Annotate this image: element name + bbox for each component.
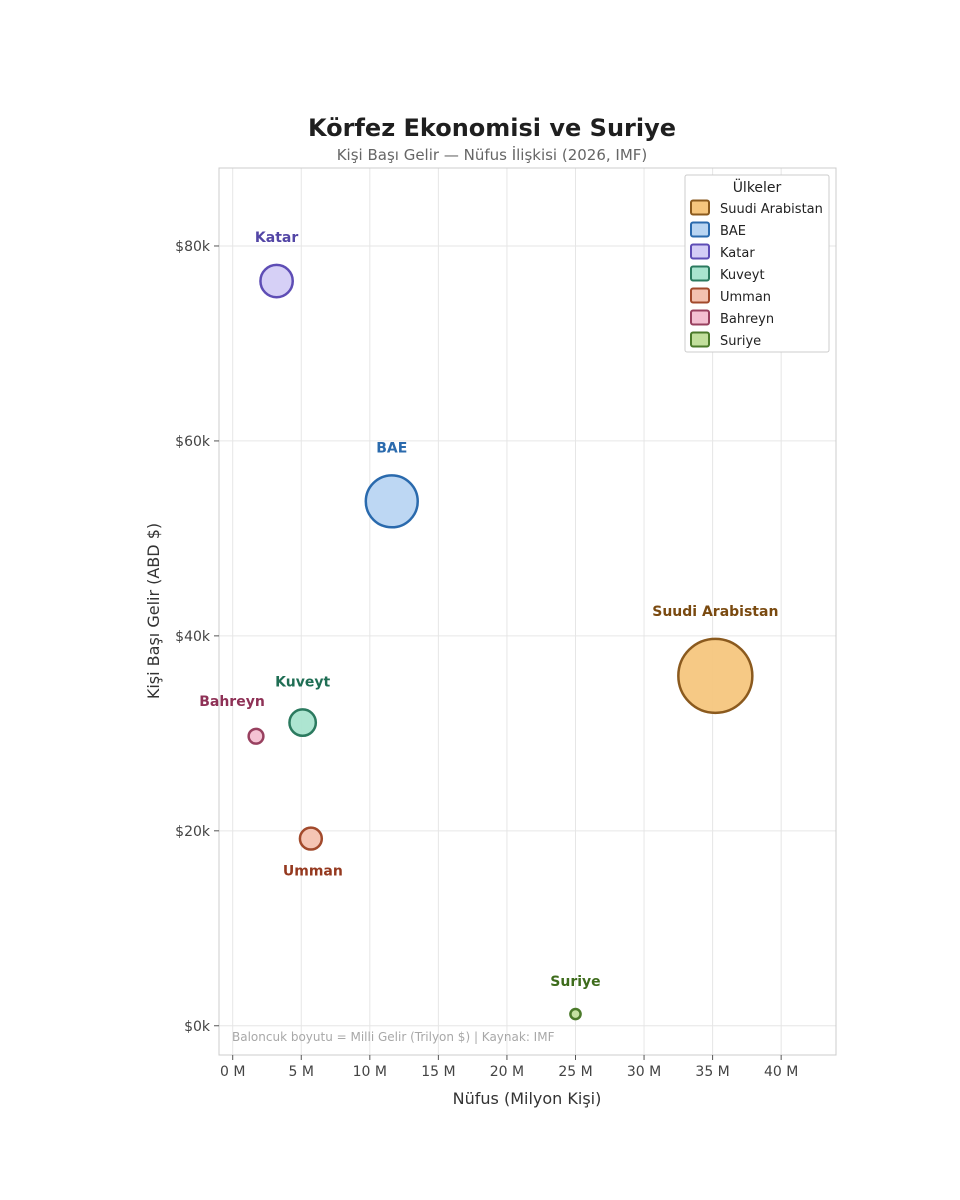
legend-label-bae: BAE	[720, 224, 746, 239]
x-tick-label: 15 M	[421, 1064, 455, 1080]
bubble-suudi-arabistan	[677, 637, 754, 715]
legend-box	[684, 174, 830, 353]
bubble-bahreyn	[247, 727, 265, 745]
x-tick-label: 5 M	[289, 1064, 314, 1080]
legend-swatch-bae	[690, 221, 710, 238]
x-tick-label: 0 M	[220, 1064, 245, 1080]
y-axis-label: Kişi Başı Gelir (ABD $)	[144, 523, 163, 699]
legend-items: Suudi Arabistan BAE Katar Kuveyt Umman Bahrey…	[690, 199, 823, 349]
y-tick-label: $20k	[175, 824, 211, 840]
legend-label-katar: Katar	[720, 246, 755, 261]
x-tick-label: 40 M	[764, 1064, 798, 1080]
legend-label-umman: Umman	[720, 290, 771, 305]
footnote: Baloncuk boyutu = Milli Gelir (Trilyon $…	[232, 1030, 555, 1044]
legend-title: Ülkeler	[733, 178, 782, 196]
x-tick-label: 20 M	[490, 1064, 524, 1080]
bubble-label-katar: Katar	[255, 230, 298, 246]
y-tick-label: $40k	[175, 629, 211, 645]
y-tick-label: $0k	[184, 1019, 211, 1035]
x-tick-label: 30 M	[627, 1064, 661, 1080]
y-tick-label: $60k	[175, 434, 211, 450]
bubble-kuveyt	[288, 708, 318, 738]
legend-swatch-katar	[690, 243, 710, 260]
bubble-label-kuveyt: Kuveyt	[275, 674, 330, 690]
x-tick-label: 25 M	[558, 1064, 592, 1080]
bubble-suriye	[569, 1007, 582, 1021]
label-layer: Suudi Arabistan BAE Katar Kuveyt Umman Bahrey…	[199, 230, 778, 990]
x-tick-label: 35 M	[695, 1064, 729, 1080]
legend-swatch-bahreyn	[690, 309, 710, 326]
legend-swatch-suudi-arabistan	[690, 199, 710, 216]
bubble-label-suudi-arabistan: Suudi Arabistan	[652, 604, 778, 620]
legend-swatch-suriye	[690, 331, 710, 348]
bubble-label-suriye: Suriye	[550, 974, 600, 990]
bubble-label-bae: BAE	[376, 440, 407, 456]
bubble-label-bahreyn: Bahreyn	[199, 694, 265, 710]
legend-label-suudi-arabistan: Suudi Arabistan	[720, 202, 823, 217]
bubble-bae	[364, 474, 419, 529]
bubble-label-umman: Umman	[283, 864, 343, 880]
legend-swatch-kuveyt	[690, 265, 710, 282]
y-tick-label: $80k	[175, 239, 211, 255]
x-axis-label: Nüfus (Milyon Kişi)	[453, 1089, 602, 1108]
legend-swatch-umman	[690, 287, 710, 304]
x-tick-label: 10 M	[353, 1064, 387, 1080]
tick-layer: 0 M 5 M 10 M 15 M 20 M 25 M 30 M 35 M 40 M $0k $20…	[175, 239, 798, 1080]
legend-label-bahreyn: Bahreyn	[720, 312, 774, 327]
chart-title: Körfez Ekonomisi ve Suriye	[307, 114, 677, 142]
legend-label-suriye: Suriye	[720, 334, 761, 349]
bubble-layer	[247, 263, 754, 1021]
legend-label-kuveyt: Kuveyt	[720, 268, 765, 283]
bubble-umman	[298, 826, 324, 851]
plot-frame	[218, 167, 837, 1056]
chart-subtitle: Kişi Başı Gelir — Nüfus İlişkisi (2026, …	[336, 146, 648, 164]
legend: Ülkeler Suudi Arabistan BAE Katar Kuveyt Umm…	[684, 174, 830, 353]
bubble-katar	[259, 263, 294, 299]
